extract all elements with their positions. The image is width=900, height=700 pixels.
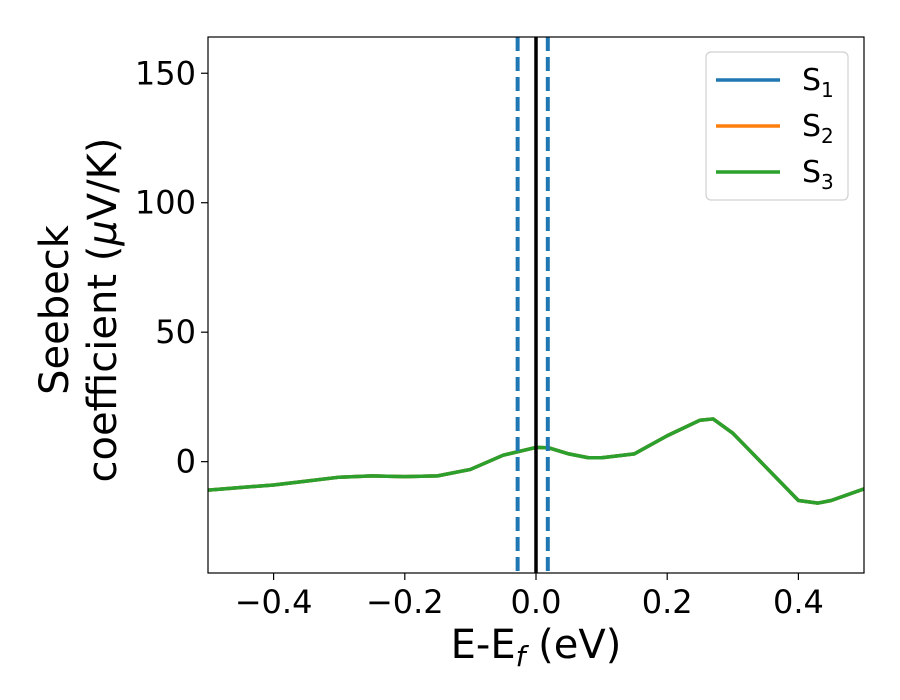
legend-label-s1: S1 [802,63,834,102]
ticks-layer: −0.4 −0.2 0.0 0.2 0.4 0 50 100 150 [135,54,824,621]
y-axis-label: Seebeck coefficient (μV/K) [32,138,126,483]
x-axis-label: E-Ef (eV) [451,622,622,673]
y-axis-label-line2: coefficient (μV/K) [80,138,126,483]
y-axis-label-line1: Seebeck [32,224,78,395]
series-line-s3 [208,417,864,505]
y-tick-label: 100 [135,184,196,222]
x-tick-label: −0.2 [366,583,444,621]
legend: S1 S2 S3 [705,51,849,201]
y-tick-label: 0 [176,443,196,481]
legend-label-s2: S2 [802,109,834,148]
y-axis-label-unit: V/K) [80,138,126,221]
legend-label-s3: S3 [802,155,834,194]
x-tick-label: −0.4 [235,583,313,621]
x-tick-label: 0.0 [511,583,562,621]
y-tick-label: 50 [155,313,196,351]
x-axis-label-unit: (eV) [525,622,621,668]
plot-layer [208,37,864,573]
x-tick-label: 0.4 [773,583,824,621]
y-axis-label-mu: μ [80,220,126,246]
y-tick-label: 150 [135,54,196,92]
x-tick-label: 0.2 [642,583,693,621]
